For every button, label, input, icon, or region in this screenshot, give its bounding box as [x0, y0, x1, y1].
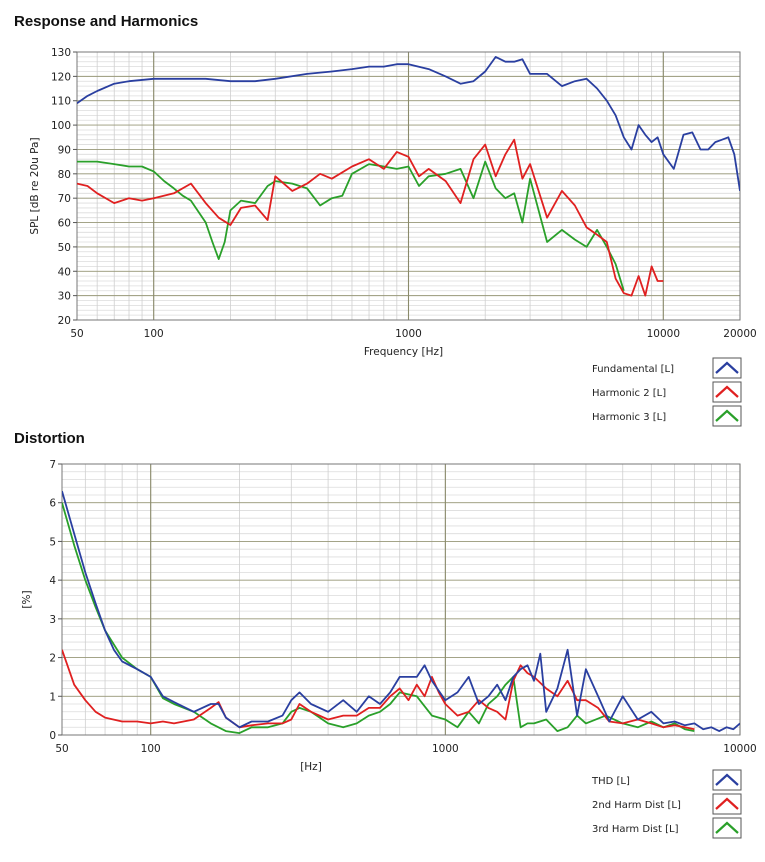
- legend-label: Harmonic 2 [L]: [592, 388, 666, 399]
- y-tick-label: 40: [58, 266, 71, 278]
- y-tick-label: 70: [58, 193, 71, 205]
- y-tick-label: 3: [49, 614, 56, 626]
- plot-area: [62, 464, 740, 735]
- series-line-harmonic-3-l: [77, 160, 625, 292]
- y-tick-label: 5: [49, 536, 56, 548]
- x-tick-label: 10000: [723, 743, 756, 755]
- response-chart: Response and Harmonics 20 30 40 50 60 70 80 90 10…: [14, 13, 757, 427]
- x-tick-label: 50: [70, 328, 83, 340]
- x-tick-label: 20000: [723, 328, 756, 340]
- y-tick-label: 7: [49, 459, 56, 471]
- series-line-3rd-harm-dist-l: [62, 502, 695, 734]
- y-tick-label: 30: [58, 291, 71, 303]
- y-tick-label: 90: [58, 144, 71, 156]
- legend-swatch: [715, 821, 739, 834]
- y-tick-label: 1: [49, 691, 56, 703]
- y-tick-label: 100: [51, 120, 71, 132]
- y-tick-label: 50: [58, 242, 71, 254]
- x-axis-label: Frequency [Hz]: [364, 346, 443, 358]
- legend-swatch-box: [712, 793, 742, 815]
- legend-label: THD [L]: [591, 776, 630, 787]
- x-tick-label: 100: [144, 328, 164, 340]
- legend-swatch: [715, 773, 739, 786]
- y-tick-label: 0: [49, 730, 56, 742]
- distortion-chart: Distortion 0 1 2 3 4 5 6 7 50 100 1000 10000 [Hz] [%] T…: [14, 430, 757, 839]
- legend-label: 3rd Harm Dist [L]: [592, 824, 679, 835]
- x-tick-label: 10000: [647, 328, 680, 340]
- legend-swatch: [715, 385, 739, 398]
- x-tick-label: 50: [55, 743, 68, 755]
- y-tick-label: 20: [58, 315, 71, 327]
- legend-swatch: [715, 409, 739, 422]
- legend-label: 2nd Harm Dist [L]: [592, 800, 681, 811]
- y-axis-label: SPL [dB re 20u Pa]: [29, 137, 41, 234]
- y-tick-label: 2: [49, 653, 56, 665]
- y-tick-label: 60: [58, 218, 71, 230]
- plot-frame: [61, 463, 741, 736]
- distortion-chart-title: Distortion: [14, 430, 85, 447]
- series-line-2nd-harm-dist-l: [62, 649, 695, 731]
- y-tick-label: 80: [58, 169, 71, 181]
- legend-swatch-box: [712, 817, 742, 839]
- legend-swatch-box: [712, 405, 742, 427]
- y-tick-label: 120: [51, 71, 71, 83]
- legend-swatch-box: [712, 769, 742, 791]
- series-line-thd-l: [62, 490, 740, 732]
- x-tick-label: 1000: [395, 328, 422, 340]
- series-line-fundamental-l: [77, 56, 740, 192]
- legend-swatch-box: [712, 357, 742, 379]
- legend-label: Fundamental [L]: [592, 364, 674, 375]
- x-tick-label: 100: [141, 743, 161, 755]
- legend-label: Harmonic 3 [L]: [592, 412, 666, 423]
- y-tick-label: 6: [49, 498, 56, 510]
- y-tick-label: 4: [49, 575, 56, 587]
- x-axis-label: [Hz]: [300, 761, 322, 773]
- y-tick-label: 110: [51, 96, 71, 108]
- response-chart-title: Response and Harmonics: [14, 13, 198, 30]
- legend-swatch: [715, 797, 739, 810]
- series-line-harmonic-2-l: [77, 138, 664, 297]
- legend-swatch-box: [712, 381, 742, 403]
- y-tick-label: 130: [51, 47, 71, 59]
- y-axis-label: [%]: [21, 590, 33, 608]
- x-tick-label: 1000: [432, 743, 459, 755]
- legend-swatch: [715, 361, 739, 374]
